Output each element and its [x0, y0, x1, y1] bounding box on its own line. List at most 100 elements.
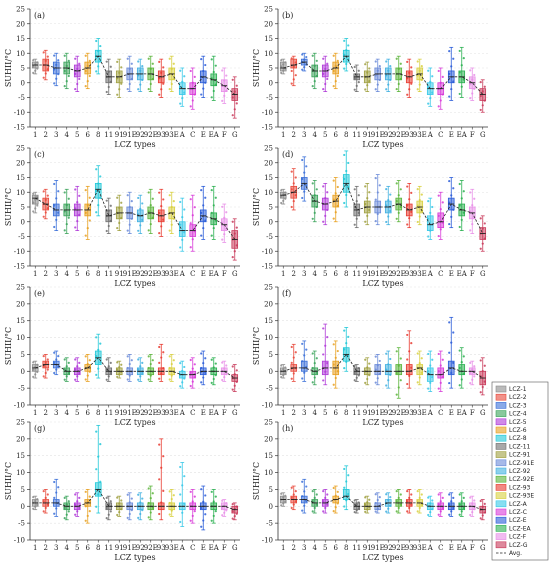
box — [279, 61, 287, 72]
x-tick-label: EA — [457, 544, 468, 552]
y-tick-label: 20 — [16, 20, 25, 28]
data-point — [88, 495, 91, 498]
x-tick-label: C — [190, 131, 195, 139]
y-tick-label: -5 — [266, 233, 273, 241]
data-point — [431, 358, 434, 361]
data-point — [399, 379, 402, 382]
data-point — [332, 486, 335, 490]
data-point — [303, 354, 306, 357]
data-point — [483, 364, 486, 367]
x-tick-label: 92E — [144, 409, 158, 417]
data-point — [88, 74, 91, 78]
data-point — [99, 342, 102, 345]
x-axis-label: LCZ types — [362, 418, 403, 427]
data-point — [450, 510, 453, 513]
x-tick-label: 6 — [86, 270, 91, 278]
data-point — [214, 495, 217, 498]
data-point — [168, 194, 171, 197]
data-point — [364, 358, 367, 361]
legend-entry: LCZ-EA — [509, 525, 531, 532]
data-point — [170, 374, 173, 377]
avg-line — [283, 495, 483, 511]
data-point — [193, 206, 196, 209]
data-point — [118, 88, 121, 91]
x-tick-label: G — [232, 544, 238, 552]
x-tick-label: E — [201, 270, 206, 278]
x-tick-label: E — [201, 409, 206, 417]
y-tick-label: -10 — [14, 537, 25, 545]
data-point — [290, 82, 293, 85]
data-point — [107, 85, 110, 89]
box — [437, 212, 445, 229]
x-tick-label: 1 — [281, 270, 285, 278]
data-point — [74, 188, 77, 191]
x-axis-label: LCZ types — [362, 553, 403, 562]
data-point — [439, 500, 442, 503]
data-point — [437, 234, 440, 238]
data-point — [53, 512, 56, 515]
y-tick-label: 15 — [16, 452, 25, 460]
data-point — [303, 66, 306, 69]
data-point — [364, 510, 367, 513]
x-tick-label: 91E — [123, 409, 137, 417]
panel-label: (c) — [34, 150, 45, 159]
data-point — [343, 505, 346, 508]
data-point — [107, 365, 110, 368]
data-point — [44, 371, 47, 375]
data-point — [84, 378, 87, 381]
data-point — [347, 161, 350, 165]
data-point — [126, 516, 129, 519]
data-point — [385, 60, 388, 63]
data-point — [481, 514, 484, 517]
data-point — [183, 365, 186, 369]
data-point — [343, 153, 346, 157]
data-point — [322, 220, 325, 223]
data-point — [78, 62, 81, 65]
data-point — [280, 364, 283, 367]
data-point — [225, 74, 228, 77]
data-point — [345, 193, 348, 197]
data-point — [483, 222, 486, 225]
data-point — [200, 93, 203, 96]
data-point — [347, 474, 350, 477]
data-point — [427, 235, 430, 238]
x-tick-label: E — [201, 544, 206, 552]
data-point — [168, 490, 171, 493]
x-tick-label: 91 — [363, 270, 372, 278]
x-tick-label: C — [190, 409, 195, 417]
data-point — [95, 468, 98, 471]
data-point — [179, 520, 182, 524]
x-tick-label: 4 — [313, 131, 318, 139]
x-tick-label: 11 — [104, 131, 113, 139]
data-point — [179, 200, 182, 204]
data-point — [429, 510, 432, 514]
y-axis-label: SUHII/°C — [4, 49, 13, 87]
y-tick-label: 25 — [264, 419, 273, 427]
data-point — [223, 375, 226, 379]
data-point — [141, 361, 144, 364]
x-tick-label: 2 — [44, 409, 48, 417]
data-point — [126, 229, 129, 232]
data-point — [473, 197, 476, 200]
data-point — [483, 85, 486, 88]
y-axis-label: SUHII/°C — [252, 188, 261, 226]
y-axis-label: SUHII/°C — [4, 462, 13, 500]
legend-swatch — [495, 475, 507, 483]
y-tick-label: 25 — [264, 284, 273, 292]
x-tick-label: 92E — [392, 131, 406, 139]
x-tick-label: 1 — [281, 544, 285, 552]
data-point — [202, 226, 205, 230]
x-tick-label: 93 — [405, 409, 414, 417]
data-point — [397, 194, 400, 197]
data-point — [170, 362, 173, 366]
x-tick-label: 5 — [323, 131, 327, 139]
y-tick-label: -10 — [262, 402, 273, 410]
data-point — [336, 490, 339, 493]
data-point — [202, 376, 205, 379]
y-tick-label: 15 — [16, 35, 25, 43]
data-point — [395, 57, 398, 60]
y-axis-label: SUHII/°C — [4, 327, 13, 365]
data-point — [479, 217, 482, 220]
x-tick-label: F — [470, 270, 475, 278]
